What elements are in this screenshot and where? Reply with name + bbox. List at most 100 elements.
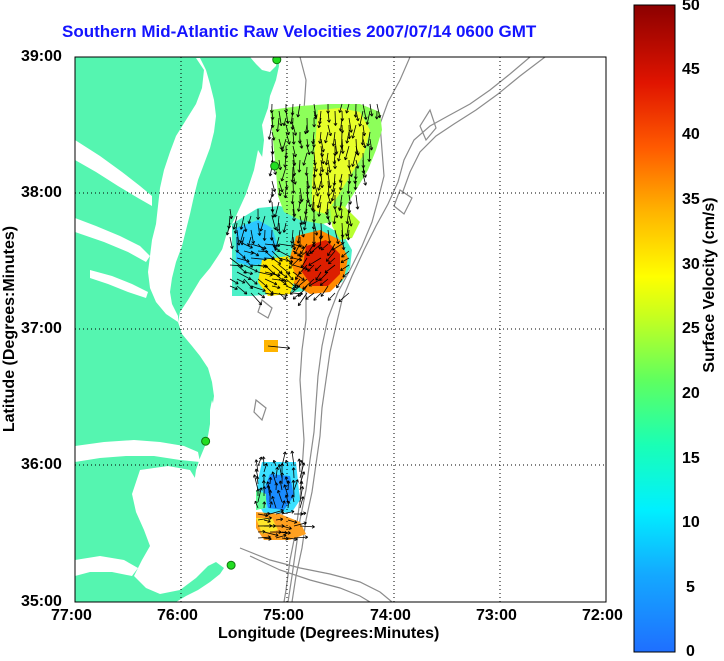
velocity-vector <box>236 278 246 284</box>
velocity-vector <box>320 159 325 173</box>
velocity-vector <box>239 229 245 244</box>
velocity-vector <box>291 131 296 145</box>
velocity-vector <box>262 486 267 497</box>
velocity-vector <box>331 243 343 251</box>
chesapeake-bay <box>148 58 216 322</box>
velocity-vector <box>278 180 284 193</box>
velocity-vector <box>293 535 309 540</box>
velocity-vector <box>278 292 287 300</box>
velocity-vector <box>239 215 245 230</box>
velocity-vector <box>250 292 263 306</box>
colorbar <box>634 5 675 652</box>
velocity-vector <box>338 180 343 191</box>
velocity-vector <box>362 138 367 149</box>
velocity-vector <box>296 103 301 118</box>
velocity-vector <box>296 201 301 212</box>
velocity-vector <box>374 110 379 120</box>
velocity-vector <box>308 257 322 266</box>
velocity-vector <box>358 110 364 127</box>
velocity-vector <box>340 264 350 271</box>
velocity-vector <box>306 194 312 208</box>
velocity-vector <box>303 124 308 135</box>
velocity-vector <box>328 257 336 265</box>
velocity-vector <box>263 536 272 541</box>
velocity-vector <box>299 524 315 529</box>
velocity-vector <box>282 117 287 127</box>
velocity-vector <box>229 278 239 285</box>
velocity-vector <box>292 291 303 296</box>
velocity-vector <box>264 278 278 286</box>
velocity-vector <box>291 494 295 503</box>
colorbar-title: Surface Velocity (cm/s) <box>701 197 718 373</box>
velocity-vector <box>257 292 266 299</box>
velocity-vector <box>338 103 343 113</box>
velocity-vector <box>293 521 307 527</box>
velocity-vector <box>305 292 315 300</box>
velocity-vector <box>229 263 244 268</box>
velocity-vector <box>271 208 276 218</box>
velocity-vector <box>313 110 318 120</box>
velocity-vector <box>281 138 287 152</box>
velocity-vector <box>290 450 295 467</box>
velocity-vector <box>257 487 263 503</box>
x-tick-76: 76:00 <box>157 607 198 624</box>
velocity-vector <box>275 517 284 522</box>
velocity-vector <box>355 194 360 210</box>
velocity-vector <box>327 292 336 301</box>
velocity-vector <box>336 278 343 289</box>
velocity-vector <box>334 229 340 245</box>
velocity-vector <box>324 152 329 166</box>
velocity-vector <box>341 236 346 251</box>
velocity-vector <box>292 264 308 271</box>
velocity-vector <box>345 222 350 237</box>
cb-tick-30: 30 <box>682 256 700 273</box>
velocity-vector <box>257 516 272 521</box>
map-title: Southern Mid-Atlantic Raw Velocities 200… <box>62 22 537 41</box>
velocity-vector <box>338 292 350 303</box>
radar-stations <box>201 57 282 570</box>
velocity-vector <box>257 456 263 467</box>
velocity-vector <box>243 264 258 273</box>
velocity-vector <box>292 145 297 158</box>
velocity-vector <box>346 229 351 241</box>
velocity-vector <box>355 145 360 156</box>
velocity-vector <box>299 250 308 258</box>
velocity-vector <box>235 236 240 253</box>
velocity-vector <box>306 145 311 155</box>
velocity-vector <box>353 180 358 190</box>
velocity-vector <box>307 264 315 272</box>
velocity-vector <box>243 222 248 232</box>
velocity-vector <box>318 236 322 250</box>
velocity-vector <box>341 250 350 258</box>
velocity-vector <box>327 229 332 244</box>
velocity-vector <box>275 215 280 232</box>
velocity-vector <box>355 110 360 122</box>
velocity-vector <box>340 257 350 264</box>
y-tick-38: 38:00 <box>21 184 62 201</box>
velocity-vector <box>271 471 277 485</box>
velocity-vector <box>254 500 259 509</box>
velocity-vector <box>281 510 295 515</box>
velocity-vector <box>292 257 303 262</box>
velocity-vector <box>331 131 336 147</box>
velocity-vector <box>351 152 357 167</box>
velocity-vector <box>294 278 301 287</box>
velocity-vector <box>262 229 267 241</box>
rappahannock-river <box>75 218 150 262</box>
velocity-vector <box>266 485 271 497</box>
velocity-vector <box>262 501 267 509</box>
velocity-vector <box>257 243 265 251</box>
velocity-vector <box>281 530 291 535</box>
velocity-vector <box>286 480 291 491</box>
velocity-vector <box>334 208 339 218</box>
velocity-vector <box>274 482 279 491</box>
velocity-vector <box>288 257 301 269</box>
cb-tick-40: 40 <box>682 126 700 143</box>
radar-station-marker <box>201 436 211 446</box>
velocity-vector <box>283 187 288 199</box>
albemarle-sound <box>75 440 200 462</box>
velocity-vector <box>351 124 357 139</box>
velocity-vector <box>292 173 297 185</box>
velocity-vector <box>271 215 277 231</box>
